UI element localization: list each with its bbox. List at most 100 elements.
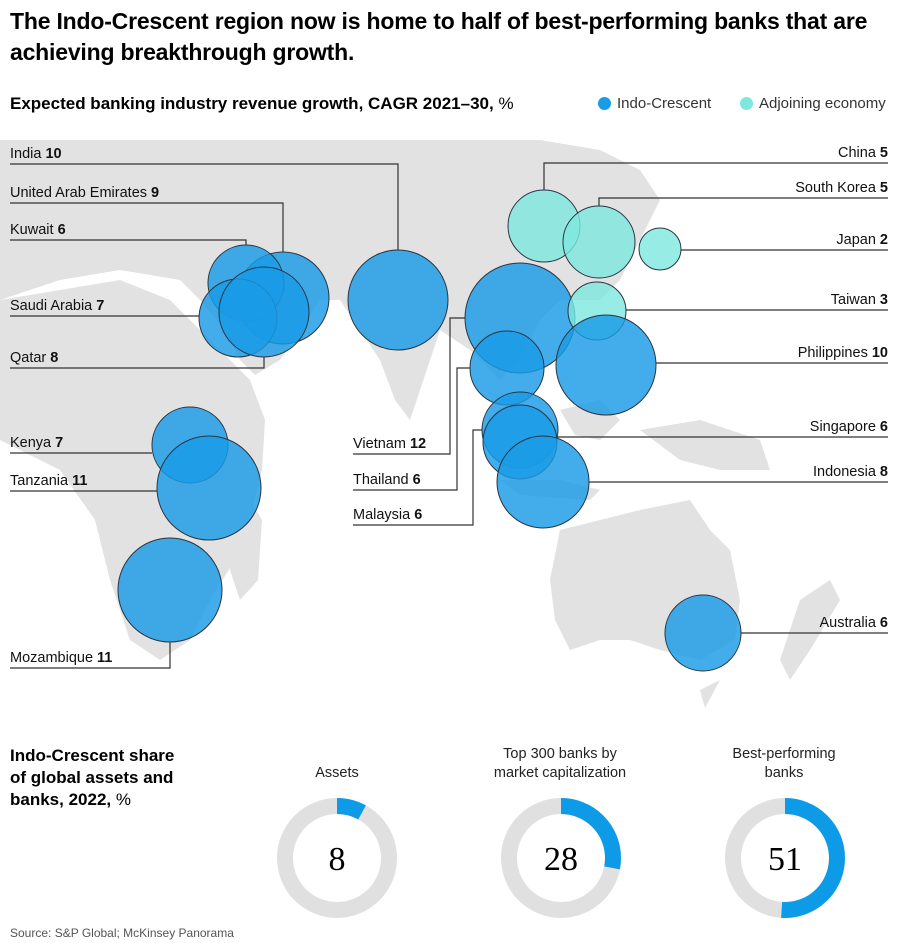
donut-label-line1: Best-performing (732, 746, 836, 762)
bubble-mozambique (117, 537, 223, 643)
label-value: 10 (45, 146, 61, 162)
label-value: 5 (880, 180, 888, 196)
label-value: 3 (880, 292, 888, 308)
label-country: Indonesia (813, 464, 880, 480)
label-value: 12 (410, 436, 426, 452)
label-kuwait: Kuwait 6 (10, 222, 66, 238)
bubble-indonesia (496, 435, 590, 529)
label-country: Vietnam (353, 436, 410, 452)
legend-label: Indo-Crescent (617, 95, 712, 112)
label-value: 5 (880, 145, 888, 161)
map-subtitle-unit: % (498, 94, 514, 113)
donut-arc (277, 798, 397, 918)
donut-section-title: Indo-Crescent share of global assets and… (10, 745, 180, 811)
label-value: 7 (96, 298, 104, 314)
label-china: China 5 (838, 145, 888, 161)
bubble-india (347, 249, 449, 351)
donut-value: 8 (329, 841, 346, 878)
label-united-arab-emirates: United Arab Emirates 9 (10, 185, 159, 201)
label-value: 2 (880, 232, 888, 248)
leader-line-malaysia (353, 429, 482, 526)
label-indonesia: Indonesia 8 (813, 464, 888, 480)
label-value: 11 (97, 650, 112, 666)
donut-arc (501, 798, 621, 918)
bubble-australia (664, 594, 742, 672)
map-subtitle: Expected banking industry revenue growth… (10, 94, 514, 114)
label-value: 7 (55, 435, 63, 451)
label-country: China (838, 145, 880, 161)
label-country: Philippines (798, 345, 872, 361)
leader-line-qatar (10, 357, 265, 369)
bubble-japan (638, 227, 682, 271)
label-country: South Korea (795, 180, 880, 196)
label-saudi-arabia: Saudi Arabia 7 (10, 298, 104, 314)
leader-line-india (10, 163, 399, 250)
legend-label: Adjoining economy (759, 95, 886, 112)
label-india: India 10 (10, 146, 62, 162)
leader-line-kuwait (10, 239, 247, 245)
leader-line-mozambique (10, 642, 171, 669)
donut-label-assets: Assets (237, 745, 437, 783)
donut-2: 51 (725, 798, 845, 918)
label-singapore: Singapore 6 (810, 419, 888, 435)
leader-line-thailand (353, 367, 470, 491)
donut-label-top300: Top 300 banks by market capitalization (460, 745, 660, 783)
map-subtitle-text: Expected banking industry revenue growth… (10, 94, 494, 113)
label-country: Mozambique (10, 650, 97, 666)
donut-value: 51 (768, 841, 802, 878)
label-country: Malaysia (353, 507, 414, 523)
donut-0: 8 (277, 798, 397, 918)
label-japan: Japan 2 (836, 232, 888, 248)
donut-label-line2: banks (764, 765, 804, 781)
label-country: Qatar (10, 350, 50, 366)
label-value: 11 (72, 473, 87, 489)
label-malaysia: Malaysia 6 (353, 507, 422, 523)
label-country: Taiwan (831, 292, 880, 308)
label-value: 10 (872, 345, 888, 361)
label-philippines: Philippines 10 (798, 345, 888, 361)
label-value: 9 (151, 185, 159, 201)
donut-charts: 8 28 51 (277, 798, 845, 918)
leader-line-vietnam (353, 317, 465, 455)
bubble-philippines (555, 314, 657, 416)
label-value: 8 (50, 350, 58, 366)
label-country: India (10, 146, 45, 162)
label-thailand: Thailand 6 (353, 472, 421, 488)
label-country: Singapore (810, 419, 880, 435)
label-value: 6 (58, 222, 66, 238)
label-country: Tanzania (10, 473, 72, 489)
label-value: 6 (413, 472, 421, 488)
label-country: Kuwait (10, 222, 58, 238)
bubble-qatar (218, 266, 310, 358)
donut-arc (725, 798, 845, 918)
legend-dot-icon (740, 97, 753, 110)
label-country: Japan (836, 232, 880, 248)
chart-title: The Indo-Crescent region now is home to … (10, 8, 868, 65)
donut-label-line1: Top 300 banks by (503, 746, 617, 762)
leader-line-united-arab-emirates (10, 202, 284, 252)
label-country: Kenya (10, 435, 55, 451)
label-taiwan: Taiwan 3 (831, 292, 888, 308)
label-vietnam: Vietnam 12 (353, 436, 426, 452)
label-country: United Arab Emirates (10, 185, 151, 201)
leader-line-china (543, 162, 888, 190)
label-value: 6 (880, 419, 888, 435)
bubbles (117, 189, 742, 672)
donut-label-line1 (237, 745, 437, 764)
donut-value: 28 (544, 841, 578, 878)
country-labels: India 10 United Arab Emirates 9 Kuwait 6 Sa… (10, 145, 888, 666)
bubble-south-korea (562, 205, 636, 279)
bubble-map: India 10 United Arab Emirates 9 Kuwait 6 Sa… (0, 140, 888, 708)
donut-label-line2: Assets (315, 765, 359, 781)
label-kenya: Kenya 7 (10, 435, 63, 451)
donut-label-best: Best-performing banks (684, 745, 884, 783)
label-country: Saudi Arabia (10, 298, 96, 314)
donut-label-line2: market capitalization (493, 765, 627, 781)
label-value: 8 (880, 464, 888, 480)
label-mozambique: Mozambique 11 (10, 650, 112, 666)
label-tanzania: Tanzania 11 (10, 473, 87, 489)
leader-lines (10, 162, 888, 669)
donut-1: 28 (501, 798, 621, 918)
label-country: Thailand (353, 472, 413, 488)
label-south-korea: South Korea 5 (795, 180, 888, 196)
